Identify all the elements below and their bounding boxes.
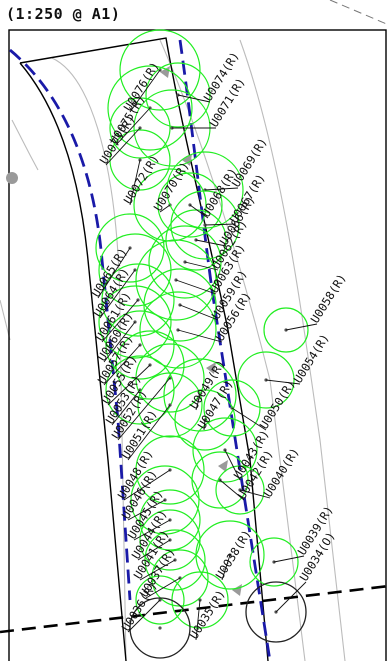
curb-line-left	[51, 57, 127, 661]
tree-leader-line	[127, 404, 171, 461]
tree-leader-line	[179, 304, 219, 321]
tree-canopy-u0041r	[144, 529, 206, 591]
tree-leader-line	[97, 247, 131, 299]
tree-canopy-u0033	[129, 597, 191, 659]
tree-canopy-u0066r	[165, 209, 227, 271]
tree-canopy-u0054r	[237, 351, 295, 409]
tree-canopy-u0060r	[98, 285, 172, 359]
tree-leader-line	[195, 599, 201, 641]
tree-canopy-u0074r	[145, 62, 211, 128]
tree-leader-line	[239, 489, 271, 499]
alignment-left	[9, 48, 132, 601]
arrow-marker-5	[232, 584, 242, 596]
tree-leader-line	[189, 204, 209, 219]
tree-leader-line	[117, 377, 171, 441]
tree-leader-line	[273, 555, 305, 563]
tree-leader-line	[103, 321, 136, 363]
tree-leader-line	[139, 559, 176, 581]
tree-leader-line	[219, 479, 245, 501]
tree-leader-line	[203, 419, 206, 431]
tree-canopy-u0053r	[105, 355, 175, 425]
markers	[6, 66, 242, 596]
tree-canopy-u0036r	[135, 575, 185, 625]
arrow-marker-3	[206, 362, 216, 374]
tree-leader-line	[177, 329, 223, 343]
tree-leader-line	[107, 364, 151, 406]
tree-canopy-u0045r	[139, 489, 201, 551]
survey-marker	[6, 172, 18, 184]
tree-canopy-u0062r	[148, 225, 222, 299]
tree-canopy-u0043r	[192, 417, 258, 483]
tree-canopy-u0034o	[245, 581, 307, 643]
tree-label: U0050(R)	[257, 377, 298, 431]
tree-leader-line	[221, 554, 231, 581]
tree-leader-line	[129, 69, 161, 113]
match-line-top	[329, 0, 389, 26]
viewport-frame	[8, 29, 387, 661]
tree-leader-line	[129, 159, 141, 206]
tree-leader-line	[231, 407, 267, 431]
tree-leader-line	[133, 519, 171, 541]
arrow-marker-2	[182, 154, 192, 166]
tree-canopy-u0048r	[135, 435, 205, 505]
tree-leader-line	[103, 344, 141, 386]
tree-canopy-u0039r	[249, 537, 299, 587]
tree-canopy-layer	[95, 29, 309, 659]
tree-canopy-u0055r	[115, 330, 185, 400]
tree-canopy-u0075r	[107, 65, 193, 151]
tree-canopy-u0058r	[263, 307, 309, 353]
tree-canopy-u0067r	[170, 190, 240, 260]
tree-canopy-u0069r	[166, 151, 244, 229]
tree-label: U0035(R)	[187, 587, 228, 641]
tree-leader-line	[265, 379, 301, 385]
tree-leader-line	[115, 107, 151, 146]
tree-leader-line	[184, 261, 219, 271]
tree-leader-line	[127, 599, 161, 633]
property-line-right	[239, 39, 346, 661]
tree-canopy-u0059r	[143, 268, 217, 342]
tree-leader-line	[175, 279, 217, 295]
tree-leader-line	[195, 394, 201, 411]
tree-canopy-u0046r	[130, 465, 200, 535]
tree-leader-line	[123, 469, 171, 501]
tree-canopy-u0049r	[163, 358, 237, 432]
boundary-line-left	[19, 62, 127, 661]
tree-canopy-u0061r	[101, 263, 175, 337]
tree-leader-line	[99, 269, 136, 319]
tree-canopy-u0050r	[203, 379, 261, 437]
tree-label: U0038(R)	[213, 527, 254, 581]
arrow-marker-4	[218, 460, 228, 472]
tree-canopy-u0040r	[215, 465, 265, 515]
tree-canopy-u0068r	[157, 172, 223, 238]
tree-leader-line	[195, 239, 227, 247]
tree-leader-line	[285, 323, 318, 331]
side-path	[11, 119, 39, 171]
tree-label: U0058(R)	[308, 271, 349, 325]
tree-canopy-u0056r	[139, 291, 217, 369]
tree-leader-line	[204, 223, 237, 226]
tree-leader-line	[105, 127, 141, 166]
tree-canopy-u0051r	[137, 372, 203, 438]
tree-leader-line	[224, 449, 241, 481]
tree-center-point	[158, 626, 162, 630]
tree-leader-line	[127, 499, 166, 521]
tree-leader-line	[177, 94, 211, 103]
arrow-marker-1	[160, 66, 170, 78]
tree-canopy-u0057r	[105, 310, 175, 380]
tree-leader-line	[204, 187, 239, 191]
leader-layer	[97, 69, 318, 641]
tree-leader-line	[159, 204, 171, 213]
scale-label: (1:250 @ A1)	[6, 5, 121, 23]
tree-leader-line	[145, 577, 181, 599]
tree-leader-line	[137, 539, 171, 561]
tree-canopy-u0063r	[135, 239, 217, 321]
tree-canopy-u0076r	[119, 29, 201, 111]
tree-leader-line	[101, 299, 139, 343]
tree-leader-line	[275, 581, 307, 613]
tree-leader-line	[111, 389, 141, 426]
